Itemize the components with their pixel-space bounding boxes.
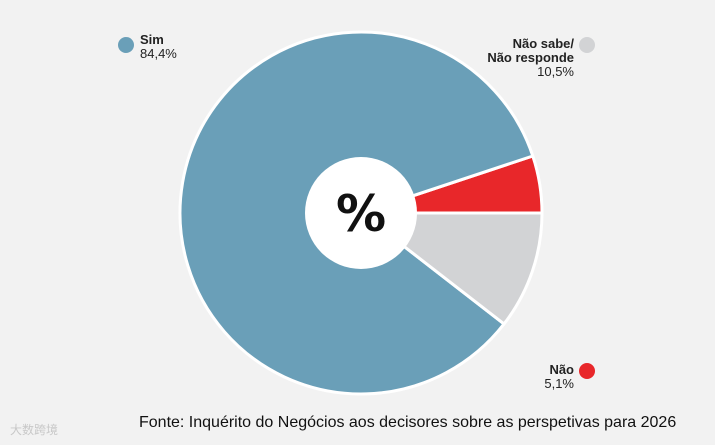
- legend-entry-sim: Sim 84,4%: [140, 33, 177, 61]
- legend-entry-nao-sabe: Não sabe/ Não responde 10,5%: [487, 37, 574, 79]
- center-label: %: [335, 185, 387, 243]
- legend-value-sim: 84,4%: [140, 46, 177, 61]
- legend-label-nao-sabe-line1: Não sabe/: [512, 36, 574, 51]
- legend-dot-sim: [118, 37, 134, 53]
- legend-dot-nao-sabe: [579, 37, 595, 53]
- watermark: 大数跨境: [10, 423, 59, 437]
- legend-label-sim: Sim: [140, 32, 164, 47]
- legend-dot-nao: [579, 363, 595, 379]
- source-note: Fonte: Inquérito do Negócios aos decisor…: [139, 414, 677, 431]
- legend-label-nao-sabe-line2: Não responde: [487, 50, 574, 65]
- legend-label-nao: Não: [549, 362, 574, 377]
- donut-hole: [305, 157, 417, 269]
- legend-value-nao-sabe: 10,5%: [537, 64, 574, 79]
- legend-value-nao: 5,1%: [544, 376, 574, 391]
- legend-entry-nao: Não 5,1%: [544, 363, 574, 391]
